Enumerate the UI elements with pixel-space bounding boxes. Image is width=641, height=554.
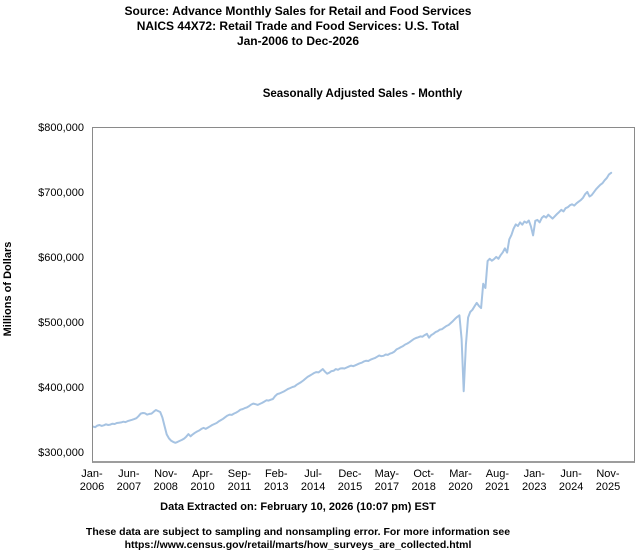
- sales-line-chart: [93, 171, 613, 444]
- data-extracted-note: Data Extracted on: February 10, 2026 (10…: [160, 501, 436, 513]
- x-tick-label: Mar- 2020: [448, 468, 473, 493]
- y-tick-label: $700,000: [38, 187, 84, 200]
- y-tick-label: $300,000: [38, 447, 84, 459]
- sales-series-line: [93, 171, 613, 444]
- header-naics-line: NAICS 44X72: Retail Trade and Food Servi…: [136, 19, 460, 33]
- header-daterange-line: Jan-2006 to Dec-2026: [236, 34, 360, 48]
- x-tick-label: Dec- 2015: [337, 468, 363, 493]
- x-tick-label: Nov- 2025: [595, 468, 621, 493]
- sampling-error-text: These data are subject to sampling and n…: [85, 526, 511, 538]
- chart-header: Source: Advance Monthly Sales for Retail…: [0, 4, 596, 49]
- x-tick-label: Jun- 2024: [558, 468, 584, 493]
- info-url-text: https://www.census.gov/retail/marts/how_…: [124, 539, 472, 551]
- x-tick-label: Jan- 2023: [522, 468, 547, 493]
- sampling-error-note: These data are subject to sampling and n…: [0, 526, 596, 552]
- header-source-line: Source: Advance Monthly Sales for Retail…: [124, 4, 472, 18]
- x-tick-label: Aug- 2021: [485, 468, 510, 493]
- y-tick-label: $500,000: [38, 317, 84, 330]
- y-axis-title: Millions of Dollars: [2, 241, 14, 337]
- x-tick-label: Apr- 2010: [190, 468, 215, 493]
- y-tick-label: $800,000: [38, 122, 84, 135]
- y-tick-label: $600,000: [38, 252, 84, 265]
- x-tick-label: Jul- 2014: [300, 468, 326, 493]
- chart-subtitle: Seasonally Adjusted Sales - Monthly: [262, 88, 463, 100]
- x-tick-label: May- 2017: [374, 468, 400, 493]
- y-tick-label: $400,000: [38, 382, 84, 395]
- x-tick-label: Feb- 2013: [264, 468, 289, 493]
- x-tick-label: Sep- 2011: [227, 468, 252, 493]
- x-tick-label: Jan- 2006: [79, 468, 105, 493]
- x-tick-label: Jun- 2007: [116, 468, 142, 493]
- x-tick-label: Nov- 2008: [153, 468, 178, 493]
- x-tick-label: Oct- 2018: [411, 468, 436, 493]
- plot-area: [92, 127, 635, 463]
